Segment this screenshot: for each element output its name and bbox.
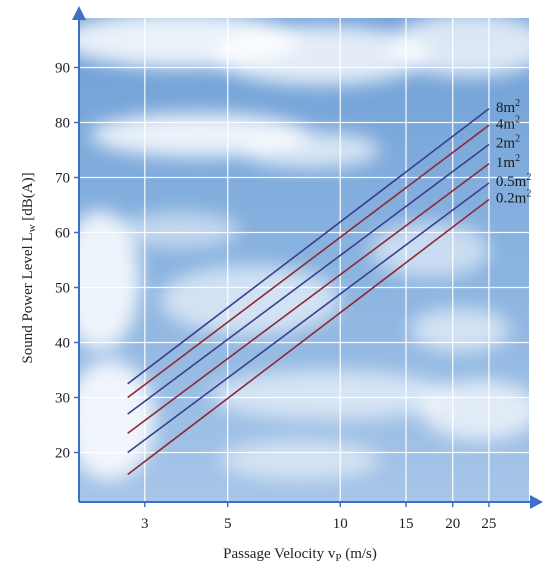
series-label-3: 1m2 (496, 153, 520, 171)
y-tick-labels: 20 30 40 50 60 70 80 90 (55, 61, 70, 462)
x-tick-label-5: 25 (481, 516, 496, 532)
series-label-4: 0.5m2 (496, 172, 531, 190)
x-axis-label: Passage Velocity vP (m/s) (223, 546, 377, 564)
y-tick-label-1: 30 (55, 391, 70, 407)
x-tick-label-4: 20 (445, 516, 460, 532)
y-tick-label-3: 50 (55, 281, 70, 297)
x-tick-label-0: 3 (141, 516, 149, 532)
series-line-2 (127, 143, 490, 415)
x-tick-label-2: 10 (333, 516, 348, 532)
x-tick-label-1: 5 (224, 516, 232, 532)
axes (72, 6, 543, 509)
y-tick-label-5: 70 (55, 171, 70, 187)
y-axis-arrow (72, 6, 86, 20)
series-line-1 (127, 124, 490, 399)
y-tick-label-0: 20 (55, 446, 70, 462)
grid (79, 18, 529, 502)
series-line-5 (127, 198, 490, 476)
series-line-4 (127, 182, 490, 454)
series-label-1: 4m2 (496, 114, 520, 132)
x-tick-labels: 3 5 10 15 20 25 (141, 516, 496, 532)
series-label-0: 8m2 (496, 98, 520, 116)
y-axis-label: Sound Power Level Lw [dB(A)] (20, 172, 38, 363)
series-lines (127, 108, 490, 476)
series-label-2: 2m2 (496, 134, 520, 152)
y-tick-label-7: 90 (55, 61, 70, 77)
y-tick-label-2: 40 (55, 336, 70, 352)
series-label-5: 0.2m2 (496, 189, 531, 207)
x-axis-arrow (530, 495, 543, 509)
series-line-3 (127, 163, 490, 434)
y-tick-label-4: 60 (55, 226, 70, 242)
series-line-0 (127, 108, 490, 385)
x-tick-label-3: 15 (399, 516, 414, 532)
y-tick-label-6: 80 (55, 116, 70, 132)
